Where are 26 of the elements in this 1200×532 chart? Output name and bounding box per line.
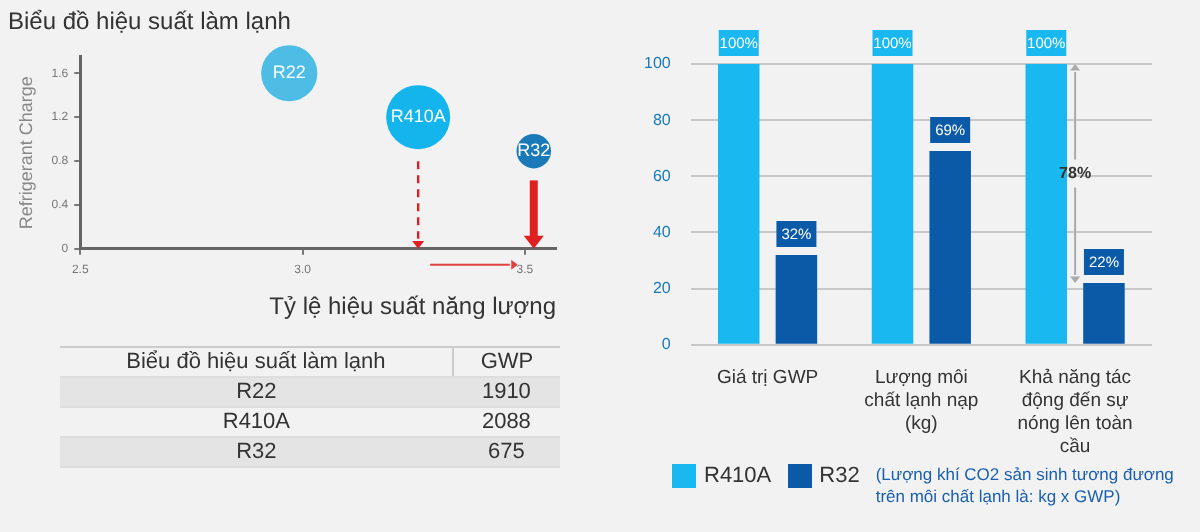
y-axis-title: Refrigerant Charge xyxy=(15,76,36,230)
text: Biểu đồ hiệu suất làm lạnh xyxy=(60,347,453,377)
series-label: R410A xyxy=(390,106,446,127)
y-tick-label: 20 xyxy=(652,279,672,298)
x-tick-label: Khả năng tác động đến sự nóng lên toàn cầu xyxy=(1017,367,1133,458)
category-label: R22 xyxy=(60,377,453,407)
legend-label: R32 xyxy=(817,464,860,488)
data-label: 675 xyxy=(452,437,560,467)
x-tick-label: Lượng môi chất lạnh nạp (kg) xyxy=(864,367,979,436)
y-tick-label: 0 xyxy=(661,335,672,354)
data-label: 1910 xyxy=(452,377,560,407)
y-tick-label: 60 xyxy=(652,166,672,185)
data-label: 2088 xyxy=(452,407,560,437)
y-tick-label: 80 xyxy=(652,110,672,129)
legend-label: R410A xyxy=(702,464,772,488)
y-tick-label: 100 xyxy=(643,54,672,73)
category-label: R32 xyxy=(60,437,453,467)
y-tick-label: 40 xyxy=(652,222,672,241)
x-axis-title: Tỷ lệ hiệu suất năng lượng xyxy=(269,292,556,321)
chart-title: Biểu đồ hiệu suất làm lạnh xyxy=(8,7,291,36)
series-label: R22 xyxy=(272,62,306,83)
text: (Lượng khí CO2 sản sinh tương đương trên môi chất lạnh là: kg x GWP) xyxy=(875,464,1176,508)
x-tick-label: Giá trị GWP xyxy=(716,367,819,390)
text: GWP xyxy=(452,347,560,377)
series-label: R32 xyxy=(517,140,551,161)
category-label: R410A xyxy=(60,407,453,437)
